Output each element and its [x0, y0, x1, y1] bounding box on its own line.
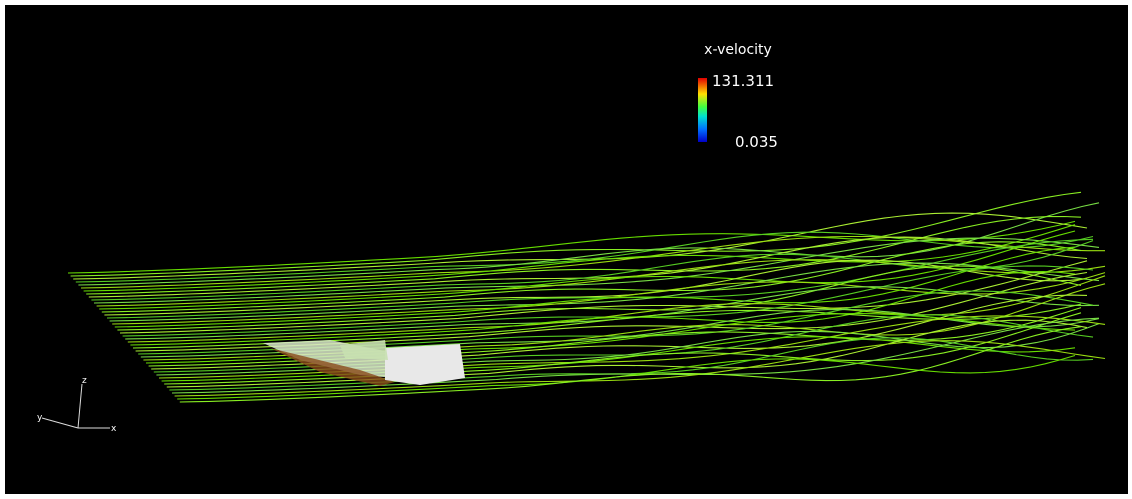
streamline: [70, 191, 1082, 277]
streamline: [130, 271, 1076, 346]
axes-triad: [41, 383, 110, 429]
y-label: y: [37, 413, 43, 423]
z-axis: [77, 383, 83, 429]
x-label: x: [111, 424, 117, 434]
z-label: z: [82, 376, 87, 386]
streamline: [106, 238, 1094, 319]
streamline: [117, 265, 1082, 331]
streamline: [109, 262, 1100, 322]
streamline: [88, 236, 1088, 298]
streamline: [99, 230, 1076, 310]
streamline: [93, 237, 1100, 304]
streamline: [67, 220, 1076, 274]
streamline: [104, 259, 1088, 316]
streamlines: [67, 191, 1106, 403]
background: [5, 5, 1128, 494]
streamline: [78, 202, 1100, 286]
legend-title: x-velocity: [704, 42, 772, 58]
streamline: [119, 260, 1088, 334]
vehicle: [263, 340, 465, 386]
streamline: [101, 241, 1082, 313]
streamline: [161, 336, 1076, 382]
legend-max: 131.311: [712, 72, 774, 90]
vehicle-shadow: [270, 348, 395, 386]
streamline: [179, 326, 1082, 403]
streamline: [75, 231, 1094, 283]
streamline: [166, 319, 1088, 388]
legend-min: 0.035: [735, 133, 778, 151]
streamline: [86, 215, 1082, 295]
streamline: [114, 246, 1076, 328]
vehicle-cab: [385, 344, 465, 385]
streamline: [96, 259, 1106, 307]
streamline: [83, 224, 1076, 292]
color-bar: [698, 78, 707, 142]
streamline: [164, 312, 1082, 385]
streamline: [127, 275, 1106, 343]
y-axis: [41, 417, 79, 429]
vehicle-hood: [340, 340, 388, 360]
streamline: [174, 340, 1106, 397]
streamline: [158, 315, 1106, 379]
streamline: [73, 212, 1088, 280]
